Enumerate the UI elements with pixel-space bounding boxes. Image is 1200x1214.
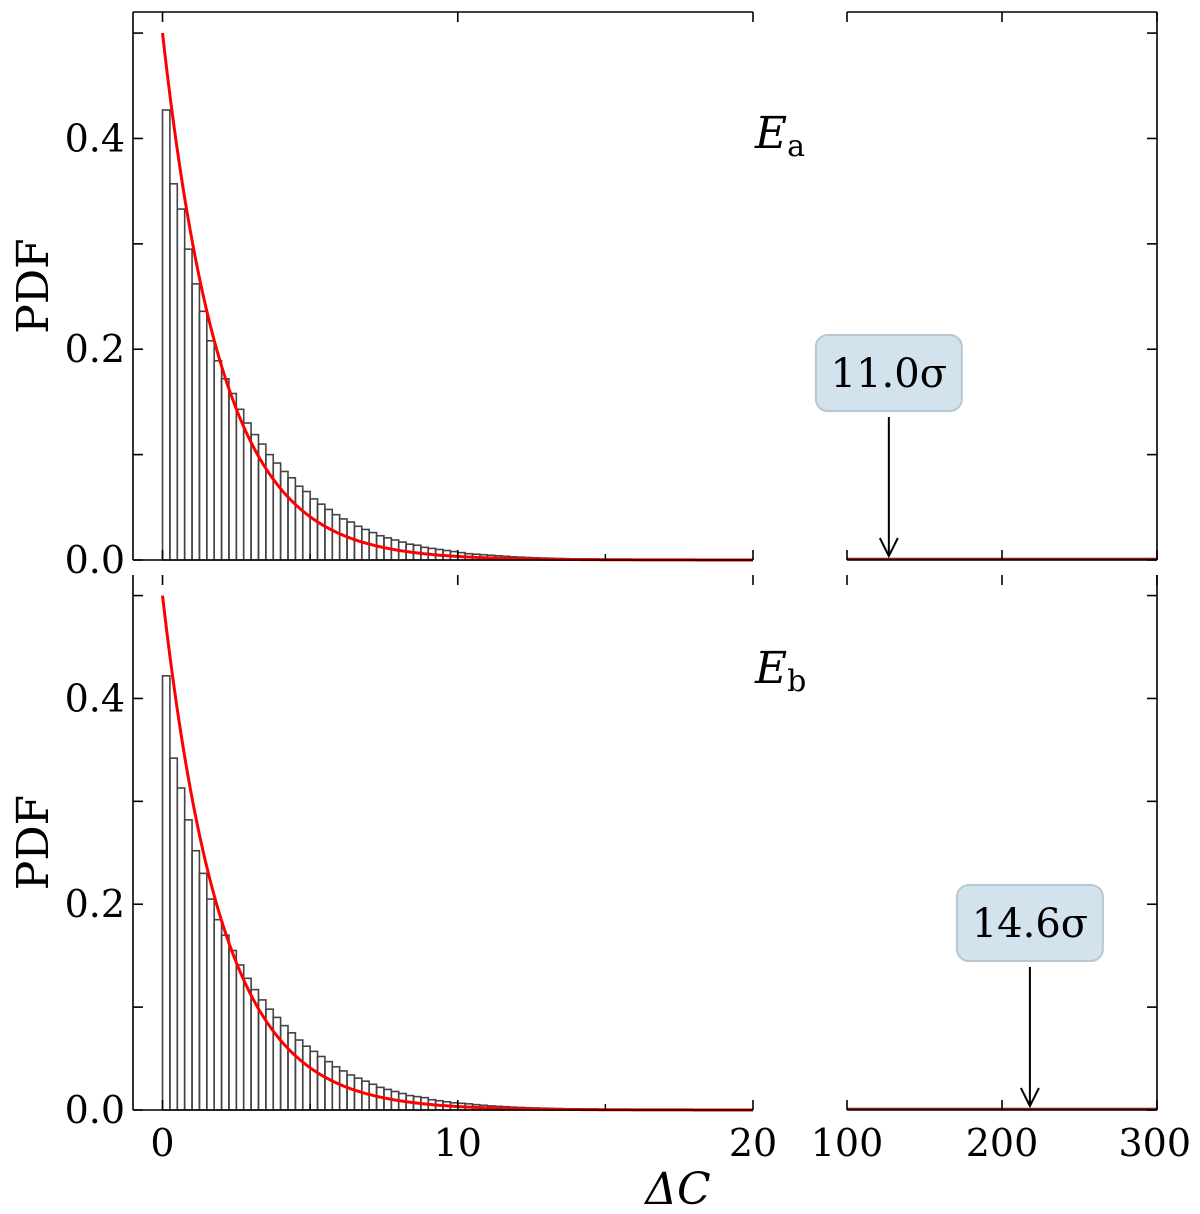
panel-label: Eb — [754, 643, 806, 699]
x-axis-label: ΔC — [643, 1164, 710, 1214]
annotation-arrowhead — [878, 537, 899, 559]
histogram-bar — [242, 977, 252, 1111]
y-axis-label: PDF — [8, 238, 59, 333]
histogram-bar — [324, 508, 334, 561]
histogram-bar — [220, 377, 230, 561]
histogram-bar — [338, 518, 348, 561]
histogram-bar — [242, 422, 252, 561]
histogram-bar — [198, 310, 208, 561]
histogram-bar — [169, 757, 179, 1111]
histogram-bar — [206, 339, 215, 561]
histogram-bar — [206, 898, 215, 1111]
panel-label-subscript: b — [787, 664, 806, 699]
annotation-label: 11.0σ — [831, 351, 947, 397]
histogram-bar — [294, 1039, 304, 1111]
histogram-bar — [301, 1045, 311, 1111]
histogram-bar — [301, 490, 311, 561]
histogram-bar — [228, 949, 238, 1111]
histogram-bar — [176, 787, 186, 1111]
histogram-bar — [228, 392, 238, 561]
histogram-bar — [309, 498, 319, 561]
histogram-bar — [316, 1055, 326, 1111]
histogram-bar — [331, 513, 341, 561]
x-tick-label-right: 300 — [1118, 1121, 1191, 1165]
y-tick-label: 0.2 — [65, 327, 125, 371]
histogram-bar — [346, 1074, 356, 1111]
histogram-bar — [346, 521, 356, 561]
histogram-bar — [309, 1050, 319, 1111]
x-tick-label-right: 100 — [811, 1121, 884, 1165]
histogram-bar — [176, 208, 186, 561]
histogram-bar — [294, 485, 304, 561]
x-tick-label: 20 — [729, 1121, 777, 1165]
histogram-bar — [161, 675, 171, 1111]
y-tick-label: 0.2 — [65, 882, 125, 926]
histogram-bar — [191, 849, 201, 1111]
annotation-arrowhead — [1020, 1087, 1040, 1109]
histogram-bar — [213, 360, 223, 561]
x-tick-label: 10 — [434, 1121, 482, 1165]
panel-bottom: 0.0 0.2 0.4 PDF Eb 14.6σ — [8, 575, 1158, 1132]
histogram-bar — [316, 503, 326, 561]
histogram-bar — [353, 1077, 363, 1111]
x-tick-label-right: 200 — [966, 1121, 1039, 1165]
y-tick-label: 0.0 — [65, 1088, 125, 1132]
y-axis-label: PDF — [8, 795, 59, 890]
histogram-bar — [183, 248, 193, 561]
panel-label: Ea — [754, 108, 805, 164]
histogram-bar — [279, 470, 289, 561]
histogram-bar — [331, 1065, 341, 1111]
histogram-bar — [272, 462, 282, 561]
histogram-bar — [279, 1024, 289, 1111]
y-tick-label: 0.4 — [65, 676, 125, 720]
histogram-bar — [191, 283, 201, 561]
histogram-bar — [183, 819, 193, 1111]
histogram-bar — [235, 964, 245, 1111]
histogram-bar — [220, 934, 230, 1111]
histogram-bar — [213, 918, 223, 1111]
histogram-bar — [324, 1060, 334, 1111]
histogram-bar — [287, 1032, 297, 1111]
histogram-bar — [198, 872, 208, 1111]
panel-label-subscript: a — [787, 129, 805, 164]
x-tick-label: 0 — [150, 1121, 174, 1165]
histogram-bar — [235, 408, 245, 561]
annotation-box — [814, 334, 963, 412]
annotation-label: 14.6σ — [972, 901, 1088, 947]
histogram-bar — [169, 182, 179, 561]
y-tick-label: 0.4 — [65, 116, 125, 160]
panel-top: 0.0 0.2 0.4 PDF Ea 11.0σ — [8, 11, 1158, 582]
histogram-bar — [161, 109, 171, 561]
histogram-bar — [287, 476, 297, 561]
annotation-box — [955, 884, 1104, 962]
y-tick-label: 0.0 — [65, 538, 125, 582]
histogram-bar — [338, 1070, 348, 1111]
